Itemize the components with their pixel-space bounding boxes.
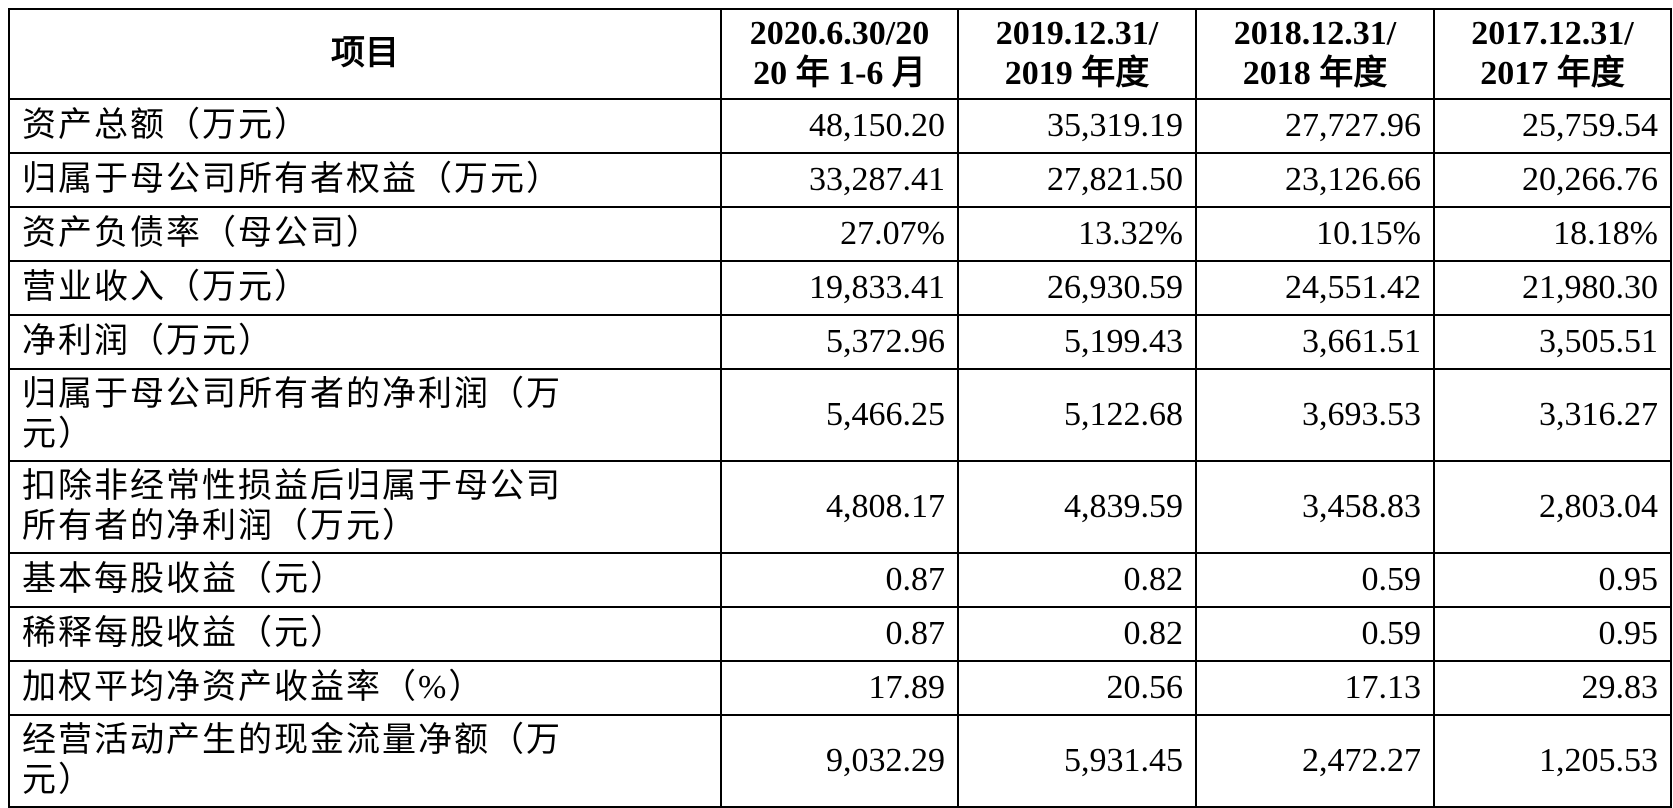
header-line: 2017 年度: [1480, 55, 1625, 92]
value-cell: 35,319.19: [957, 98, 1197, 154]
value-cell: 20,266.76: [1433, 152, 1672, 208]
header-line: 2019 年度: [1004, 55, 1150, 92]
value-cell: 0.87: [720, 606, 959, 662]
value-cell: 29.83: [1433, 660, 1672, 716]
value-cell: 0.82: [957, 552, 1197, 608]
value-cell: 0.59: [1195, 606, 1435, 662]
row-label-text: 归属于母公司所有者权益（万元）: [22, 161, 562, 198]
header-line: 20 年 1-6 月: [753, 55, 926, 92]
value-cell: 25,759.54: [1433, 98, 1672, 154]
row-label: 经营活动产生的现金流量净额（万元）: [8, 714, 722, 808]
header-cell: 2019.12.31/2019 年度: [957, 8, 1197, 100]
value-cell: 4,808.17: [720, 460, 959, 554]
value-cell: 3,316.27: [1433, 368, 1672, 462]
value-cell: 3,661.51: [1195, 314, 1435, 370]
header-cell: 2017.12.31/2017 年度: [1433, 8, 1672, 100]
table-row: 稀释每股收益（元） 0.87 0.82 0.59 0.95: [8, 606, 1672, 662]
value-cell: 5,199.43: [957, 314, 1197, 370]
value-cell: 0.95: [1433, 552, 1672, 608]
value-cell: 0.82: [957, 606, 1197, 662]
value-cell: 48,150.20: [720, 98, 959, 154]
value-cell: 1,205.53: [1433, 714, 1672, 808]
value-cell: 3,505.51: [1433, 314, 1672, 370]
row-label-text: 净利润（万元）: [22, 323, 274, 360]
value-cell: 2,803.04: [1433, 460, 1672, 554]
value-cell: 23,126.66: [1195, 152, 1435, 208]
value-cell: 19,833.41: [720, 260, 959, 316]
value-cell: 3,458.83: [1195, 460, 1435, 554]
value-cell: 26,930.59: [957, 260, 1197, 316]
table-row: 归属于母公司所有者的净利润（万元） 5,466.25 5,122.68 3,693.5…: [8, 368, 1672, 462]
header-cell: 2018.12.31/2018 年度: [1195, 8, 1435, 100]
row-label: 扣除非经常性损益后归属于母公司所有者的净利润（万元）: [8, 460, 722, 554]
value-cell: 5,931.45: [957, 714, 1197, 808]
header-line: 2018.12.31/: [1233, 15, 1397, 52]
header-line: 2017.12.31/: [1471, 15, 1634, 52]
row-label: 资产总额（万元）: [8, 98, 722, 154]
row-label-text: 资产负债率（母公司）: [22, 215, 382, 252]
row-label-text: 营业收入（万元）: [22, 269, 310, 306]
financial-table: 项目 2020.6.30/20 20 年 1-6 月 2019.12.31/2019 …: [8, 8, 1672, 808]
value-cell: 4,839.59: [957, 460, 1197, 554]
table-row: 归属于母公司所有者权益（万元） 33,287.41 27,821.50 23,126.…: [8, 152, 1672, 208]
table-row: 基本每股收益（元） 0.87 0.82 0.59 0.95: [8, 552, 1672, 608]
value-cell: 33,287.41: [720, 152, 959, 208]
header-line: 2019.12.31/: [995, 15, 1159, 52]
value-cell: 27,821.50: [957, 152, 1197, 208]
header-line: 2020.6.30/20: [749, 15, 930, 52]
value-cell: 5,122.68: [957, 368, 1197, 462]
table-row: 营业收入（万元） 19,833.41 26,930.59 24,551.42 21,98…: [8, 260, 1672, 316]
row-label-text: 稀释每股收益（元）: [22, 615, 346, 652]
value-cell: 0.95: [1433, 606, 1672, 662]
value-cell: 24,551.42: [1195, 260, 1435, 316]
value-cell: 17.89: [720, 660, 959, 716]
row-label-text: 基本每股收益（元）: [22, 561, 346, 598]
header-cell: 2020.6.30/20 20 年 1-6 月: [720, 8, 959, 100]
row-label: 营业收入（万元）: [8, 260, 722, 316]
value-cell: 2,472.27: [1195, 714, 1435, 808]
header-line: 2018 年度: [1242, 55, 1388, 92]
table-row: 资产负债率（母公司） 27.07% 13.32% 10.15% 18.18%: [8, 206, 1672, 262]
table-row: 扣除非经常性损益后归属于母公司所有者的净利润（万元） 4,808.17 4,839.…: [8, 460, 1672, 554]
value-cell: 27.07%: [720, 206, 959, 262]
value-cell: 20.56: [957, 660, 1197, 716]
value-cell: 27,727.96: [1195, 98, 1435, 154]
row-label: 净利润（万元）: [8, 314, 722, 370]
value-cell: 0.59: [1195, 552, 1435, 608]
table-row: 净利润（万元） 5,372.96 5,199.43 3,661.51 3,505.51: [8, 314, 1672, 370]
value-cell: 18.18%: [1433, 206, 1672, 262]
value-cell: 0.87: [720, 552, 959, 608]
value-cell: 10.15%: [1195, 206, 1435, 262]
value-cell: 9,032.29: [720, 714, 959, 808]
row-label-text: 归属于母公司所有者的净利润（万元）: [22, 376, 562, 453]
table-row: 经营活动产生的现金流量净额（万元） 9,032.29 5,931.45 2,472.2…: [8, 714, 1672, 808]
value-cell: 3,693.53: [1195, 368, 1435, 462]
row-label-text: 资产总额（万元）: [22, 107, 310, 144]
value-cell: 5,372.96: [720, 314, 959, 370]
header-line: 项目: [331, 35, 399, 72]
header-cell: 项目: [8, 8, 722, 100]
row-label: 资产负债率（母公司）: [8, 206, 722, 262]
row-label: 稀释每股收益（元）: [8, 606, 722, 662]
value-cell: 5,466.25: [720, 368, 959, 462]
table-row: 资产总额（万元） 48,150.20 35,319.19 27,727.96 25,75…: [8, 98, 1672, 154]
value-cell: 21,980.30: [1433, 260, 1672, 316]
table-row: 加权平均净资产收益率（%） 17.89 20.56 17.13 29.83: [8, 660, 1672, 716]
row-label: 归属于母公司所有者权益（万元）: [8, 152, 722, 208]
row-label-text: 经营活动产生的现金流量净额（万元）: [22, 722, 562, 799]
value-cell: 17.13: [1195, 660, 1435, 716]
row-label: 加权平均净资产收益率（%）: [8, 660, 722, 716]
row-label-text: 加权平均净资产收益率（%）: [22, 669, 485, 706]
row-label-text: 扣除非经常性损益后归属于母公司所有者的净利润（万元）: [22, 468, 562, 545]
page: {"header": {"columns": [["项目"], ["2020.6…: [8, 8, 1672, 808]
header-row: 项目 2020.6.30/20 20 年 1-6 月 2019.12.31/2019 …: [8, 8, 1672, 100]
row-label: 归属于母公司所有者的净利润（万元）: [8, 368, 722, 462]
value-cell: 13.32%: [957, 206, 1197, 262]
row-label: 基本每股收益（元）: [8, 552, 722, 608]
